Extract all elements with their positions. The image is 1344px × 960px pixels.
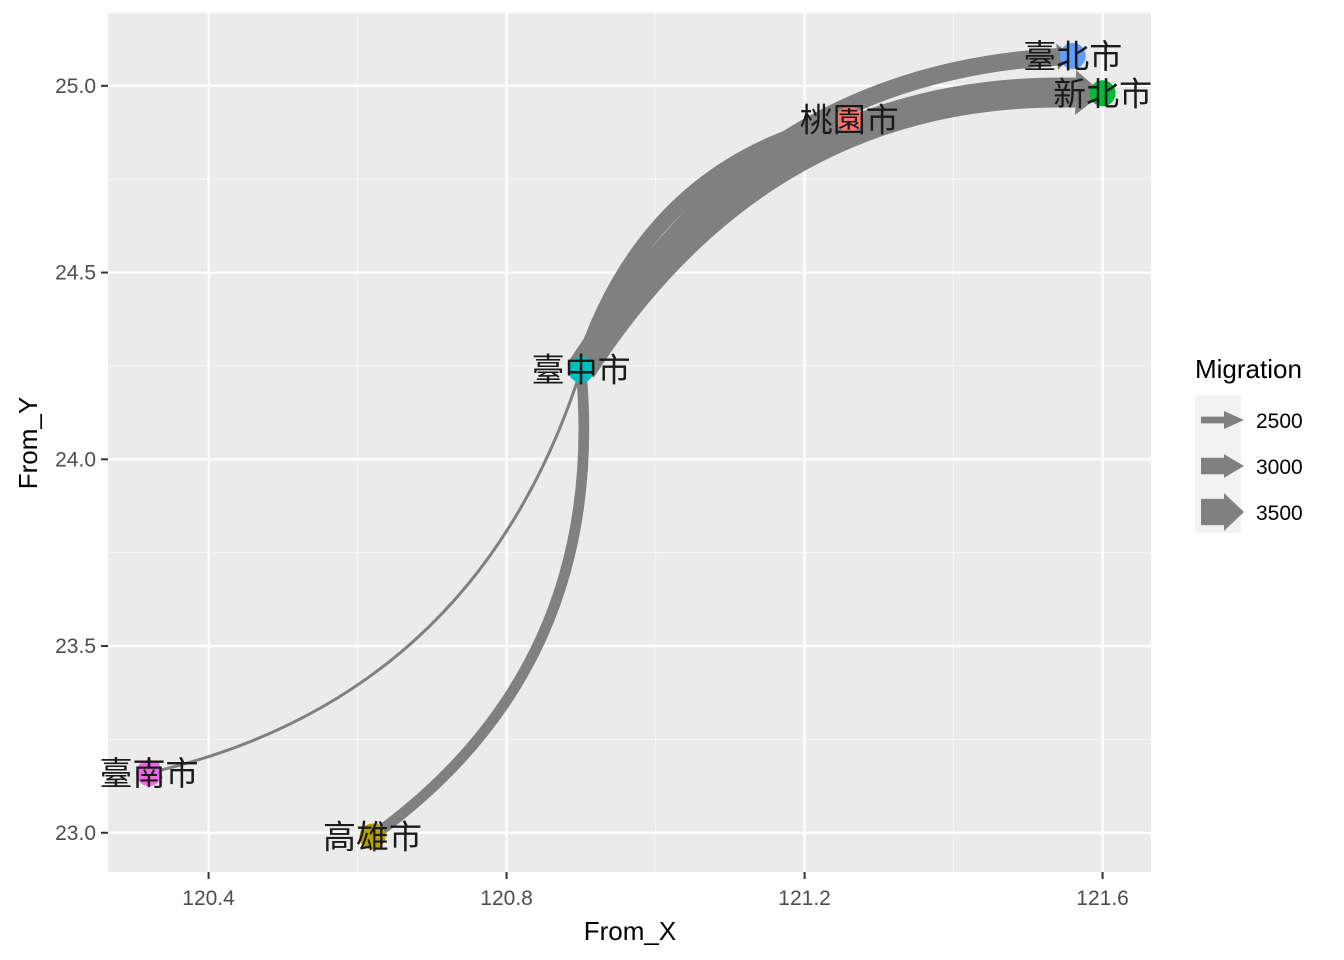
x-tick-label: 120.4 — [182, 887, 235, 910]
y-tick-label: 25.0 — [55, 75, 96, 98]
y-tick-label: 24.5 — [55, 262, 96, 285]
city-point — [1089, 80, 1116, 107]
legend-key-arrowhead — [1224, 493, 1244, 531]
legend-label: 3500 — [1256, 502, 1303, 525]
city-label: 臺中市 — [532, 351, 631, 390]
y-tick-label: 24.0 — [55, 448, 96, 471]
flow-arrows — [148, 43, 1103, 837]
city-point — [135, 760, 162, 787]
x-tick-label: 120.8 — [480, 887, 533, 910]
legend-key-arrowhead — [1224, 454, 1244, 478]
city-point — [568, 356, 595, 383]
legend: Migration 2500 3000 3500 — [1195, 354, 1303, 533]
city-label: 臺南市 — [99, 754, 198, 793]
city-points — [135, 42, 1116, 850]
minor-gridlines — [108, 13, 1151, 872]
legend-label: 2500 — [1256, 410, 1303, 433]
city-label: 高雄市 — [323, 818, 422, 857]
city-label: 新北市 — [1053, 74, 1152, 113]
flow-arrowhead — [1075, 70, 1103, 116]
x-tick-label: 121.6 — [1076, 887, 1129, 910]
legend-title: Migration — [1195, 354, 1302, 384]
x-axis-title: From_X — [584, 916, 676, 946]
city-point — [359, 823, 386, 850]
city-point — [836, 106, 863, 133]
y-tick-label: 23.5 — [55, 635, 96, 658]
major-gridlines — [108, 13, 1151, 872]
legend-key-arrowhead — [1224, 411, 1244, 429]
legend-label: 3000 — [1256, 456, 1303, 479]
y-tick-label: 23.0 — [55, 822, 96, 845]
x-tick-label: 121.2 — [778, 887, 831, 910]
x-axis: 120.4 120.8 121.2 121.6 — [182, 872, 1129, 910]
y-axis: 23.0 23.5 24.0 24.5 25.0 — [55, 75, 108, 845]
city-point — [1059, 42, 1086, 69]
flow-line — [568, 77, 1076, 378]
city-label: 桃園市 — [800, 100, 899, 139]
city-label: 臺北市 — [1023, 37, 1122, 76]
flow-line — [378, 369, 590, 834]
flow-line — [160, 369, 583, 772]
y-axis-title: From_Y — [13, 397, 43, 489]
plot-panel — [108, 13, 1151, 872]
